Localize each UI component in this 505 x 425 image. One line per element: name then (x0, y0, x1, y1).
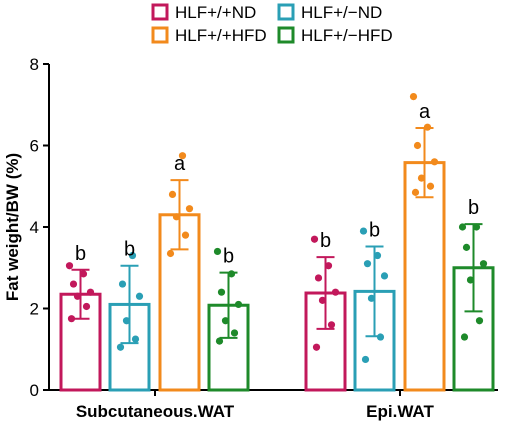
significance-letter: a (174, 153, 186, 175)
legend-item: HLF+/+HFD (151, 26, 267, 45)
data-point (417, 174, 426, 182)
legend-item: HLF+/−HFD (277, 26, 393, 45)
data-point (73, 292, 82, 300)
data-point (69, 280, 78, 288)
data-point (458, 223, 467, 231)
significance-letter: b (124, 239, 135, 261)
data-point (479, 260, 488, 268)
x-tick-label: Subcutaneous.WAT (76, 402, 235, 421)
legend-label: HLF+/+ND (175, 3, 256, 22)
y-tick-label: 6 (30, 137, 39, 156)
legend-swatch (277, 3, 295, 21)
data-point (79, 270, 88, 278)
data-point (67, 315, 76, 323)
significance-letter: b (369, 220, 380, 242)
data-point (215, 337, 224, 345)
data-point (413, 141, 422, 150)
legend-swatch (277, 26, 295, 44)
bar-group: b (59, 243, 102, 392)
x-tick-label: Epi.WAT (366, 402, 434, 421)
data-point (234, 300, 243, 309)
y-axis-label: Fat weight/BW (%) (3, 153, 22, 301)
data-point (213, 247, 222, 256)
data-point (324, 262, 333, 270)
data-point (116, 343, 125, 351)
legend: HLF+/+ND HLF+/−ND HLF+/+HFD HLF+/−HFD (151, 3, 393, 45)
y-tick-label: 4 (30, 218, 39, 237)
data-point (327, 321, 336, 329)
data-point (423, 123, 432, 131)
data-point (131, 335, 140, 343)
data-point (128, 251, 137, 260)
data-point (178, 152, 187, 160)
data-point (361, 355, 370, 364)
data-point (318, 296, 327, 304)
data-point (185, 205, 194, 213)
data-point (314, 274, 323, 282)
legend-swatch (151, 26, 169, 44)
data-point (466, 276, 475, 284)
bar-group: b (353, 220, 396, 392)
data-point (82, 302, 91, 311)
data-point (359, 227, 368, 235)
data-point (217, 288, 226, 296)
bar-group: a (158, 152, 201, 392)
data-point (411, 188, 420, 196)
legend-label: HLF+/+HFD (175, 26, 267, 45)
bar (403, 161, 446, 392)
data-point (331, 288, 340, 296)
significance-letter: b (320, 230, 331, 252)
data-point (426, 182, 435, 190)
data-point (230, 329, 239, 337)
data-point (373, 251, 382, 260)
x-axis: Subcutaneous.WAT Epi.WAT (49, 389, 498, 421)
data-point (65, 262, 74, 270)
data-point (181, 231, 190, 239)
y-tick-label: 0 (30, 381, 39, 400)
bar-group: b (108, 239, 151, 392)
data-point (166, 249, 175, 258)
data-point (376, 333, 385, 341)
data-point (380, 272, 389, 280)
data-point (472, 223, 481, 231)
data-point (310, 235, 319, 243)
y-tick-label: 8 (30, 55, 39, 74)
y-tick-label: 2 (30, 300, 39, 319)
data-point (363, 260, 372, 268)
bars: b b b b a a b b (59, 93, 495, 392)
data-point (430, 158, 439, 166)
data-point (409, 93, 418, 101)
legend-item: HLF+/+ND (151, 3, 256, 22)
data-point (135, 292, 144, 300)
data-point (312, 343, 321, 351)
data-point (227, 270, 236, 278)
bar-group: b (207, 246, 250, 392)
legend-label: HLF+/−HFD (301, 26, 393, 45)
legend-swatch (151, 3, 169, 21)
data-point (118, 280, 127, 288)
data-point (475, 317, 484, 325)
y-axis: 0 2 4 6 8 (30, 55, 50, 400)
significance-letter: b (223, 246, 234, 268)
data-point (168, 190, 177, 198)
significance-letter: b (468, 197, 479, 219)
data-point (221, 317, 230, 325)
data-point (122, 317, 131, 325)
significance-letter: b (75, 243, 86, 265)
legend-item: HLF+/−ND (277, 3, 382, 22)
bar-group: b (452, 197, 495, 392)
legend-label: HLF+/−ND (301, 3, 382, 22)
data-point (460, 333, 469, 341)
data-point (86, 288, 95, 296)
bar-group: b (304, 230, 347, 392)
bar-group: a (403, 93, 446, 392)
significance-letter: a (419, 101, 431, 123)
data-point (367, 294, 376, 302)
data-point (172, 213, 181, 221)
data-point (462, 243, 471, 251)
